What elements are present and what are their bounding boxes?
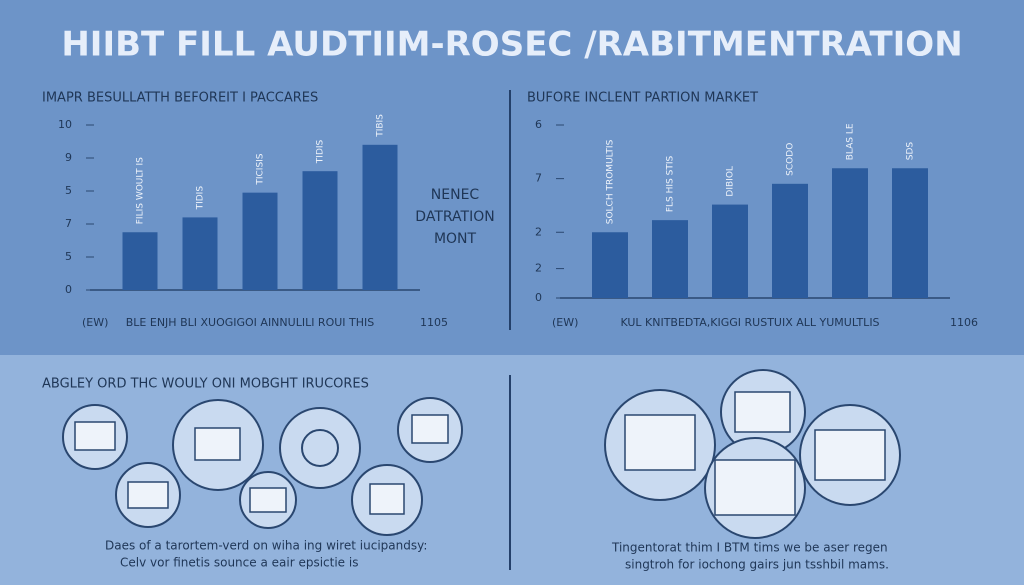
illustrations-left xyxy=(62,397,463,536)
annotation: NENEC xyxy=(431,187,480,203)
bar xyxy=(122,232,158,290)
bar xyxy=(652,220,688,298)
bar-label: TIBIS xyxy=(376,114,386,138)
bar xyxy=(832,168,868,298)
page-title: HIIBT FILL AUDTIIM-ROSEC /RABITMENTRATIO… xyxy=(61,25,962,65)
y-tick-label: 5 xyxy=(65,184,72,197)
bar-label: DIBIOL xyxy=(726,166,736,197)
bar-label: TICISIS xyxy=(256,153,266,185)
x-axis-label: 1106 xyxy=(950,316,978,329)
caption: singtroh for iochong gairs jun tsshbil m… xyxy=(625,558,889,572)
bar-label: BLAS LE xyxy=(846,123,856,160)
y-tick-label: 0 xyxy=(535,291,542,304)
y-tick-label: 0 xyxy=(65,283,72,296)
illustrations-right xyxy=(604,369,901,539)
y-tick-label: 2 xyxy=(535,225,542,238)
annotation: DATRATION xyxy=(415,209,494,225)
bar-label: SCODO xyxy=(786,143,796,176)
bar xyxy=(772,183,808,298)
y-tick-label: 6 xyxy=(535,118,542,131)
bar xyxy=(302,171,338,290)
y-tick-label: 7 xyxy=(65,217,72,230)
y-tick-label: 7 xyxy=(535,172,542,185)
caption: Daes of a tarortem-verd on wiha ing wire… xyxy=(105,539,427,553)
bar-label: TIDIS xyxy=(316,139,326,164)
x-axis-label: (EW) xyxy=(552,316,578,329)
y-tick-label: 2 xyxy=(535,262,542,275)
bar-label: SOLCH TROMULTIS xyxy=(606,139,616,224)
bar-label: FLS HIS STIS xyxy=(666,156,676,213)
section-heading: ABGLEY ORD THC WOULY ONI MOBGHT IRUCORES xyxy=(42,377,369,392)
chart-title: IMAPR BESULLATTH BEFOREIT I PACCARES xyxy=(42,91,318,106)
x-axis-label: (EW) xyxy=(82,316,108,329)
y-tick-label: 9 xyxy=(65,151,72,164)
bar xyxy=(592,232,628,298)
bar xyxy=(242,192,278,290)
bar-label: TIDIS xyxy=(196,186,206,211)
caption: Celv vor finetis sounce a eair epsictie … xyxy=(120,556,358,570)
bar-label: FILIS WOULT IS xyxy=(136,157,146,224)
caption: Tingentorat thim I BTM tims we be aser r… xyxy=(611,541,888,555)
y-tick-label: 5 xyxy=(65,250,72,263)
bar xyxy=(892,168,928,298)
x-axis-label: 1105 xyxy=(420,316,448,329)
bar-label: SDS xyxy=(906,142,916,161)
chart-title: BUFORE INCLENT PARTION MARKET xyxy=(527,91,758,106)
bar xyxy=(362,144,398,290)
bar xyxy=(182,217,218,290)
x-axis-label: BLE ENJH BLI XUOGIGOI AINNULILI ROUI THI… xyxy=(126,316,375,329)
y-tick-label: 10 xyxy=(58,118,72,131)
bar xyxy=(712,204,748,298)
annotation: MONT xyxy=(434,231,477,247)
x-axis-label: KUL KNITBEDTA,KIGGI RUSTUIX ALL YUMULTLI… xyxy=(620,316,879,329)
